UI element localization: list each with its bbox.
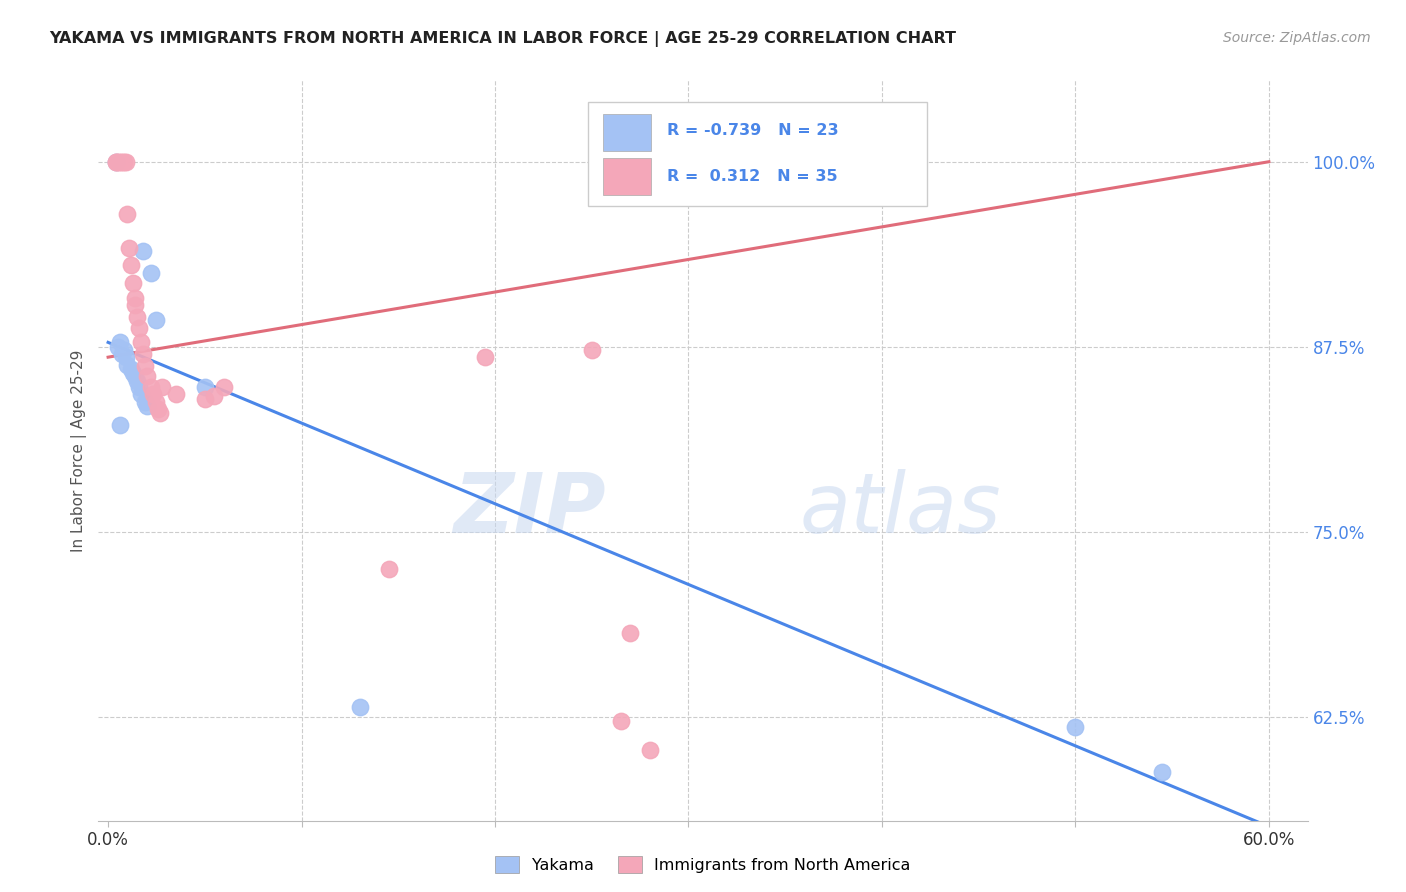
- Point: [129, 387, 152, 401]
- Point: [194, 380, 217, 394]
- Point: [212, 380, 235, 394]
- Point: [117, 358, 139, 372]
- Text: atlas: atlas: [800, 469, 1001, 550]
- Text: R = -0.739   N = 23: R = -0.739 N = 23: [666, 123, 838, 138]
- Point: [127, 374, 149, 388]
- Point: [107, 154, 129, 169]
- Point: [139, 380, 162, 394]
- Point: [122, 367, 145, 381]
- Point: [122, 276, 145, 290]
- FancyBboxPatch shape: [588, 103, 927, 206]
- Point: [108, 335, 131, 350]
- Point: [139, 266, 162, 280]
- Text: YAKAMA VS IMMIGRANTS FROM NORTH AMERICA IN LABOR FORCE | AGE 25-29 CORRELATION C: YAKAMA VS IMMIGRANTS FROM NORTH AMERICA …: [49, 31, 956, 47]
- Point: [474, 350, 496, 364]
- Point: [134, 394, 156, 409]
- Point: [118, 241, 141, 255]
- Point: [135, 369, 157, 384]
- Point: [128, 380, 150, 394]
- Point: [145, 394, 167, 409]
- Point: [148, 402, 170, 417]
- Point: [145, 313, 167, 327]
- Point: [111, 154, 134, 169]
- Point: [112, 343, 135, 357]
- Point: [127, 310, 149, 325]
- Point: [129, 335, 152, 350]
- Point: [194, 392, 217, 406]
- Point: [124, 369, 146, 384]
- Point: [132, 244, 155, 258]
- Text: ZIP: ZIP: [454, 469, 606, 550]
- Point: [124, 298, 146, 312]
- Point: [132, 347, 155, 361]
- Point: [581, 343, 603, 357]
- Point: [108, 154, 131, 169]
- Point: [377, 562, 399, 576]
- Point: [107, 340, 129, 354]
- Point: [112, 154, 135, 169]
- FancyBboxPatch shape: [603, 113, 651, 151]
- Point: [128, 320, 150, 334]
- Point: [1152, 764, 1174, 779]
- Point: [120, 362, 142, 376]
- Point: [165, 387, 187, 401]
- Point: [1064, 720, 1087, 734]
- Point: [124, 291, 146, 305]
- Point: [610, 714, 633, 729]
- Point: [135, 399, 157, 413]
- Point: [619, 625, 641, 640]
- Point: [114, 154, 136, 169]
- Point: [349, 699, 371, 714]
- Point: [638, 742, 661, 756]
- Text: R =  0.312   N = 35: R = 0.312 N = 35: [666, 169, 838, 184]
- Point: [104, 154, 127, 169]
- Legend: Yakama, Immigrants from North America: Yakama, Immigrants from North America: [489, 850, 917, 880]
- Text: Source: ZipAtlas.com: Source: ZipAtlas.com: [1223, 31, 1371, 45]
- Y-axis label: In Labor Force | Age 25-29: In Labor Force | Age 25-29: [72, 350, 87, 551]
- Point: [204, 389, 226, 403]
- Point: [114, 350, 136, 364]
- Point: [117, 206, 139, 220]
- Point: [104, 154, 127, 169]
- Point: [104, 154, 127, 169]
- Point: [142, 387, 165, 401]
- Point: [134, 359, 156, 373]
- Point: [108, 418, 131, 433]
- Point: [150, 380, 173, 394]
- Point: [111, 347, 134, 361]
- Point: [120, 259, 142, 273]
- Point: [149, 407, 172, 421]
- FancyBboxPatch shape: [603, 158, 651, 195]
